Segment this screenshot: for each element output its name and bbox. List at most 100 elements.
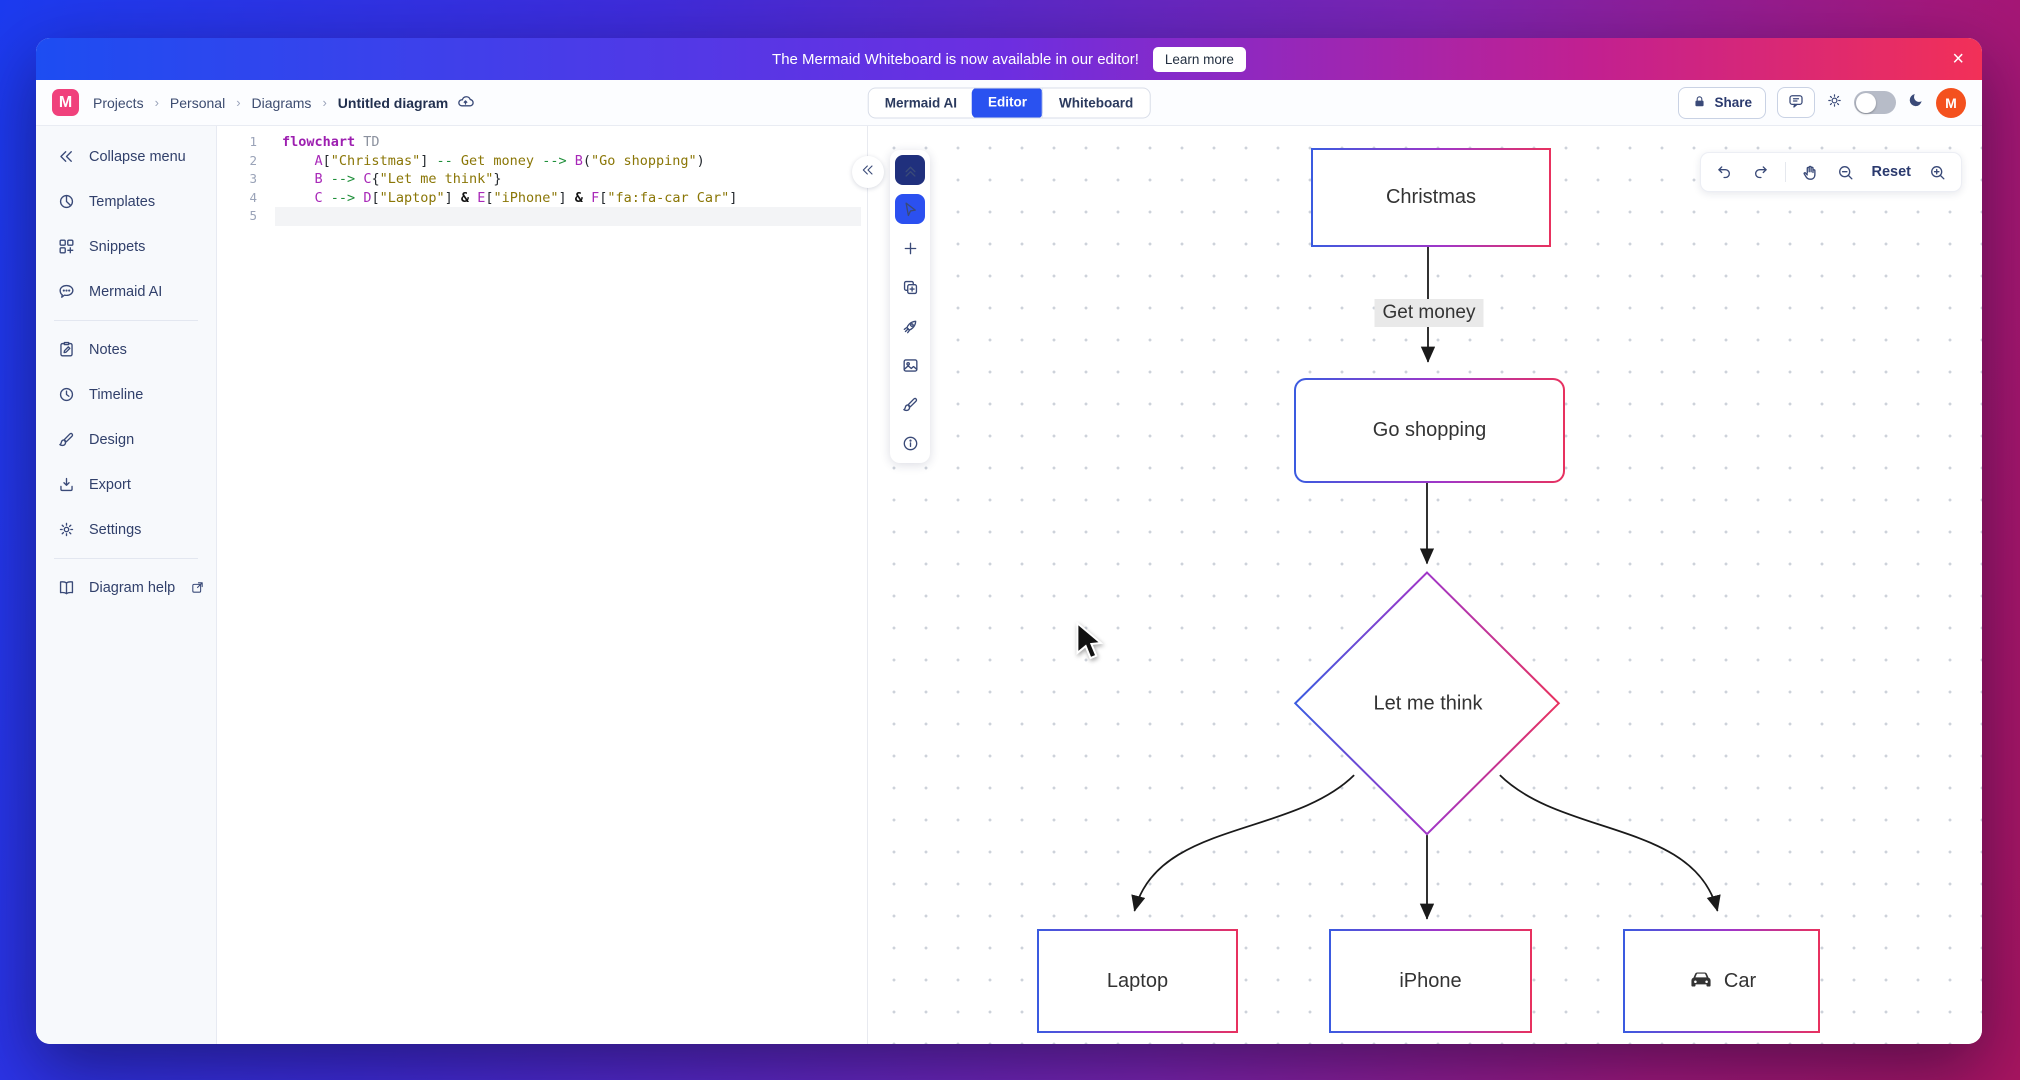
code-line[interactable]: 3 B --> C{"Let me think"}	[217, 170, 867, 189]
sun-icon	[1826, 92, 1843, 109]
brush-icon	[57, 430, 76, 449]
mermaid-logo[interactable]: M	[52, 89, 79, 116]
node-laptop[interactable]: Laptop	[1037, 929, 1238, 1033]
line-number: 2	[249, 152, 257, 168]
moon-icon	[1907, 91, 1925, 109]
zoom-in-button[interactable]	[1921, 157, 1953, 187]
tab-whiteboard[interactable]: Whiteboard	[1042, 88, 1149, 117]
header-actions: Share M	[1678, 86, 1966, 119]
feedback-button[interactable]	[1777, 87, 1815, 118]
sidebar-item-settings[interactable]: Settings	[36, 507, 216, 552]
doc-title: Untitled diagram	[337, 94, 449, 111]
line-number: 3	[249, 171, 257, 187]
breadcrumb-separator: ›	[236, 95, 241, 110]
breadcrumb-separator: ›	[154, 95, 159, 110]
rocket-icon	[901, 317, 920, 336]
line-number: 1	[249, 134, 257, 149]
zoom-out-button[interactable]	[1830, 157, 1862, 187]
avatar[interactable]: M	[1936, 87, 1966, 118]
cloud-sync-icon	[456, 92, 475, 111]
edge-label-get-money[interactable]: Get money	[1374, 299, 1484, 327]
car-icon	[1687, 966, 1715, 996]
code-line[interactable]: 2 A["Christmas"] -- Get money --> B("Go …	[217, 152, 867, 171]
canvas-toolbar	[890, 150, 930, 463]
select-tool-button[interactable]	[895, 194, 925, 224]
breadcrumb-items: Projects › Personal › Diagrams ›	[93, 95, 327, 111]
breadcrumb-separator: ›	[322, 95, 327, 110]
sidebar-item-snippets[interactable]: Snippets	[36, 224, 216, 269]
tab-mermaid-ai[interactable]: Mermaid AI	[884, 95, 958, 110]
dark-mode-toggle[interactable]	[1854, 91, 1896, 114]
book-icon	[57, 578, 76, 597]
node-decision-label[interactable]: Let me think	[1373, 692, 1483, 715]
theme-brush-button[interactable]	[895, 389, 925, 419]
sidebar-item-notes[interactable]: Notes	[36, 327, 216, 372]
toggle-knob	[1856, 92, 1876, 113]
edge-decision-car	[1499, 774, 1721, 912]
app-header: M Projects › Personal › Diagrams › Untitled d…	[36, 80, 1982, 126]
sidebar: Collapse menu Templates Snippets Mermaid AI…	[36, 126, 217, 1044]
node-go-shopping[interactable]: Go shopping	[1294, 378, 1565, 483]
sidebar-item-design[interactable]: Design	[36, 417, 216, 462]
zoom-out-icon	[1836, 163, 1855, 182]
code-editor[interactable]: 1 flowchart TD 2 A["Christmas"] -- Get mon…	[217, 126, 868, 1044]
redo-icon	[1751, 163, 1770, 182]
flowchart-edges	[1131, 243, 1721, 920]
moon-icon	[1907, 91, 1925, 114]
app-window: The Mermaid Whiteboard is now available …	[36, 38, 1982, 1044]
cloud-sync-icon	[456, 92, 475, 114]
sidebar-item-collapse-menu[interactable]: Collapse menu	[36, 134, 216, 179]
code-line[interactable]: 4 C --> D["Laptop"] & E["iPhone"] & F["f…	[217, 189, 867, 208]
tab-editor[interactable]: Editor	[972, 88, 1044, 117]
feedback-bubble-icon	[1787, 92, 1805, 113]
cursor-icon	[901, 200, 920, 219]
sidebar-item-mermaid-ai[interactable]: Mermaid AI	[36, 269, 216, 314]
line-number: 4	[249, 189, 257, 205]
app-body: Collapse menu Templates Snippets Mermaid AI…	[36, 126, 1982, 1044]
insert-image-button[interactable]	[895, 350, 925, 380]
code-line[interactable]: 1 flowchart TD	[217, 133, 867, 152]
code-text: A["Christmas"] -- Get money --> B("Go sh…	[314, 152, 705, 169]
collapse-toolbar-button[interactable]	[895, 155, 925, 185]
breadcrumb-item[interactable]: Diagrams	[251, 94, 312, 111]
duplicate-shape-button[interactable]	[895, 272, 925, 302]
sidebar-divider	[54, 558, 198, 559]
share-button[interactable]: Share	[1678, 86, 1766, 119]
templates-icon	[57, 192, 76, 211]
chevrons-left-icon	[57, 147, 76, 166]
code-line[interactable]: 5	[217, 207, 867, 226]
promo-banner: The Mermaid Whiteboard is now available …	[36, 38, 1982, 80]
diagram-canvas[interactable]: Reset	[852, 126, 1982, 1044]
info-button[interactable]	[895, 428, 925, 458]
breadcrumb-item[interactable]: Personal	[169, 94, 226, 111]
undo-icon	[1715, 163, 1734, 182]
code-text: C --> D["Laptop"] & E["iPhone"] & F["fa:…	[314, 189, 738, 206]
ai-rocket-button[interactable]	[895, 311, 925, 341]
learn-more-button[interactable]: Learn more	[1152, 46, 1246, 72]
close-banner-icon[interactable]: ×	[1952, 48, 1964, 70]
sidebar-item-export[interactable]: Export	[36, 462, 216, 507]
mode-tabs: Mermaid AI Editor Whiteboard	[867, 87, 1151, 118]
undo-button[interactable]	[1709, 157, 1741, 187]
pan-icon	[1800, 163, 1819, 182]
node-car[interactable]: Car	[1623, 929, 1820, 1033]
edge-decision-laptop	[1131, 774, 1355, 912]
sidebar-item-timeline[interactable]: Timeline	[36, 372, 216, 417]
node-christmas[interactable]: Christmas	[1311, 148, 1551, 247]
timeline-icon	[57, 385, 76, 404]
add-shape-button[interactable]	[895, 233, 925, 263]
sidebar-item-templates[interactable]: Templates	[36, 179, 216, 224]
duplicate-icon	[901, 278, 920, 297]
decision-diamond[interactable]	[1293, 571, 1561, 836]
collapse-editor-button[interactable]	[852, 156, 884, 188]
code-text: B --> C{"Let me think"}	[314, 171, 502, 188]
reset-button[interactable]: Reset	[1871, 164, 1912, 180]
feedback-icon	[1787, 92, 1805, 110]
chevrons-up-icon	[901, 161, 920, 180]
pan-button[interactable]	[1794, 157, 1826, 187]
redo-button[interactable]	[1745, 157, 1777, 187]
node-iphone[interactable]: iPhone	[1329, 929, 1532, 1033]
sidebar-item-diagram-help[interactable]: Diagram help	[36, 565, 216, 610]
breadcrumb-item[interactable]: Projects	[93, 94, 144, 111]
doc-title-group: Untitled diagram	[338, 92, 475, 114]
